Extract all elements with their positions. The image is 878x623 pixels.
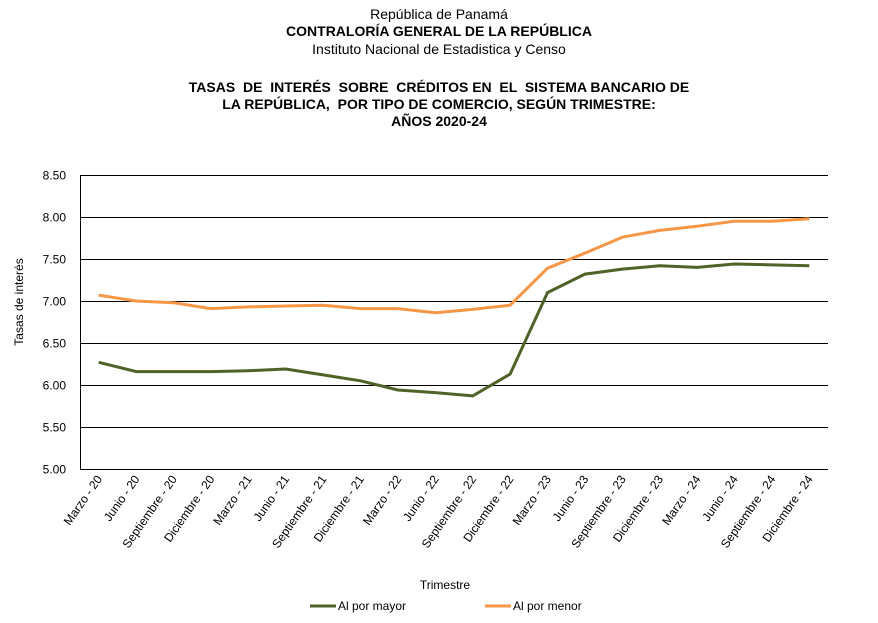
x-tick-label: Marzo - 20 [61, 472, 106, 527]
chart-title-line-2: LA REPÚBLICA, POR TIPO DE COMERCIO, SEGÚ… [222, 96, 656, 112]
y-axis-ticks: 5.00 5.50 6.00 6.50 7.00 7.50 8.00 8.50 [43, 169, 67, 477]
x-tick-label: Junio - 23 [550, 472, 592, 523]
legend: Al por mayor Al por menor [310, 599, 582, 613]
series-line-al-por-menor [98, 217, 810, 315]
header-institution: CONTRALORÍA GENERAL DE LA REPÚBLICA [286, 23, 592, 39]
x-tick-label: Junio - 22 [400, 472, 442, 523]
gridlines [80, 175, 828, 470]
y-axis-label: Tasas de interés [12, 258, 26, 345]
y-tick-label: 6.00 [43, 379, 67, 393]
series-lines [98, 217, 810, 398]
chart-title-line-1: TASAS DE INTERÉS SOBRE CRÉDITOS EN EL SI… [188, 79, 690, 95]
x-tick-label: Junio - 24 [699, 472, 741, 523]
x-tick-label: Junio - 21 [250, 472, 292, 523]
legend-label: Al por mayor [338, 599, 406, 613]
header-country: República de Panamá [370, 6, 508, 22]
header-institute: Instituto Nacional de Estadistica y Cens… [312, 41, 566, 57]
series-line-al-por-mayor [98, 262, 810, 398]
y-tick-label: 7.50 [43, 253, 67, 267]
x-tick-label: Junio - 20 [101, 472, 143, 523]
y-tick-label: 6.50 [43, 337, 67, 351]
y-tick-label: 7.00 [43, 295, 67, 309]
chart-title-line-3: AÑOS 2020-24 [391, 113, 487, 129]
y-tick-label: 5.50 [43, 421, 67, 435]
x-axis-label: Trimestre [420, 578, 471, 592]
legend-label: Al por menor [513, 599, 582, 613]
legend-item: Al por mayor [310, 599, 406, 613]
y-tick-label: 8.00 [43, 211, 67, 225]
y-tick-label: 8.50 [43, 169, 67, 183]
legend-item: Al por menor [485, 599, 582, 613]
y-tick-label: 5.00 [43, 463, 67, 477]
